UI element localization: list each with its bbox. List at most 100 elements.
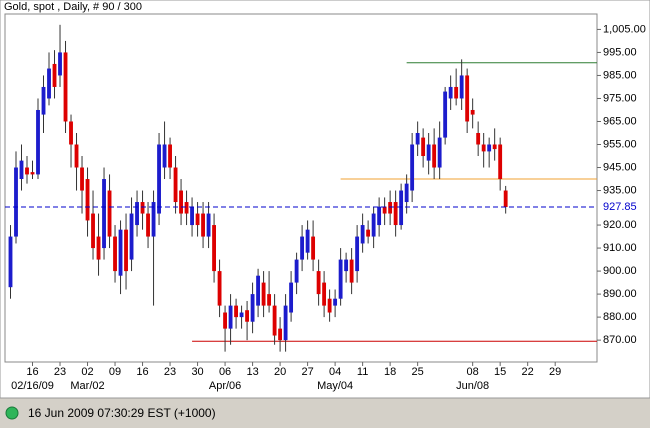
x-major-label: Mar/02 (70, 380, 104, 392)
x-tick-label: 02 (81, 366, 93, 378)
candle-body (366, 229, 371, 237)
candle-body (239, 312, 244, 318)
candle-body (503, 190, 508, 207)
candle-body (190, 206, 194, 226)
candle-body (371, 213, 376, 237)
candle-body (102, 179, 106, 249)
candle-body (135, 202, 139, 226)
candle-body (426, 144, 431, 161)
y-tick-label: 945.00 (603, 161, 637, 173)
x-tick-label: 23 (54, 366, 66, 378)
candle-body (52, 63, 57, 87)
candle-body (322, 282, 327, 306)
candle-body (36, 109, 40, 175)
x-major-label: Apr/06 (209, 380, 241, 392)
candle-body (19, 160, 24, 180)
candle-body (206, 213, 211, 237)
candle-body (195, 213, 200, 226)
candle-body (256, 275, 261, 306)
y-tick-label: 910.00 (603, 242, 637, 254)
y-tick-label: 870.00 (603, 334, 637, 346)
candle-body (151, 202, 156, 237)
y-tick-label: 975.00 (603, 92, 637, 104)
x-tick-label: 27 (301, 366, 313, 378)
candle-body (289, 282, 294, 313)
candle-body (300, 236, 305, 260)
candle-body (327, 298, 332, 313)
candle-body (63, 52, 68, 122)
candle-body (349, 259, 354, 283)
candle-body (184, 202, 189, 214)
candle-body (96, 236, 101, 260)
x-tick-label: 30 (191, 366, 203, 378)
candle-body (459, 75, 464, 99)
x-tick-label: 09 (109, 366, 121, 378)
candle-body (250, 294, 255, 322)
candle-body (470, 109, 475, 115)
candle-body (498, 144, 503, 180)
x-tick-label: 13 (246, 366, 258, 378)
candle-body (388, 202, 393, 214)
x-tick-label: 08 (467, 366, 479, 378)
candle-body (443, 91, 448, 138)
candle-body (47, 68, 51, 99)
candle-body (85, 179, 90, 221)
candle-body (113, 236, 117, 272)
x-tick-label: 15 (494, 366, 506, 378)
x-tick-label: 20 (274, 366, 286, 378)
candle-body (316, 271, 321, 295)
candle-body (234, 305, 239, 318)
x-tick-label: 25 (412, 366, 424, 378)
candle-body (333, 298, 338, 306)
candle-body (245, 310, 250, 322)
candle-body (201, 213, 205, 237)
candle-body (179, 190, 183, 214)
candle-body (399, 190, 404, 226)
candle-body (118, 229, 123, 276)
y-tick-label: 995.00 (603, 46, 637, 58)
candle-body (481, 144, 486, 152)
x-tick-label: 16 (26, 366, 38, 378)
candle-body (107, 190, 112, 237)
candle-body (74, 144, 79, 168)
candle-body (476, 132, 481, 145)
candle-body (228, 305, 233, 329)
x-major-label: 02/16/09 (11, 380, 54, 392)
candle-body (217, 271, 222, 306)
candle-body (311, 236, 316, 260)
candle-body (30, 172, 35, 175)
candle-body (162, 144, 167, 168)
x-tick-label: 06 (219, 366, 231, 378)
candle-body (124, 229, 128, 272)
y-tick-label: 935.00 (603, 184, 637, 196)
y-tick-label: 1,005.00 (603, 23, 646, 35)
candle-body (360, 225, 365, 244)
candle-body (14, 167, 18, 237)
candle-body (338, 259, 343, 299)
candle-body (69, 121, 73, 145)
y-tick-label: 920.00 (603, 219, 637, 231)
y-tick-label: 985.00 (603, 69, 637, 81)
x-tick-label: 18 (384, 366, 396, 378)
candle-body (140, 202, 145, 214)
candle-body (212, 225, 216, 272)
chart-title: Gold, spot , Daily, # 90 / 300 (4, 1, 142, 13)
candle-body (168, 144, 172, 168)
current-price-label: 927.85 (603, 201, 637, 213)
candle-body (283, 305, 288, 341)
current-price-box (599, 199, 649, 214)
candle-body (415, 132, 420, 145)
candle-body (91, 213, 95, 249)
candle-body (294, 259, 299, 283)
status-icon (5, 406, 19, 420)
candle-body (223, 312, 227, 329)
candle-body (278, 328, 283, 341)
y-tick-label: 955.00 (603, 138, 637, 150)
x-tick-label: 04 (329, 366, 341, 378)
x-major-label: Jun/08 (456, 380, 489, 392)
candle-body (261, 282, 266, 306)
candle-body (157, 144, 161, 214)
candle-body (8, 236, 13, 288)
candle-body (487, 144, 492, 152)
candle-body (437, 137, 442, 168)
